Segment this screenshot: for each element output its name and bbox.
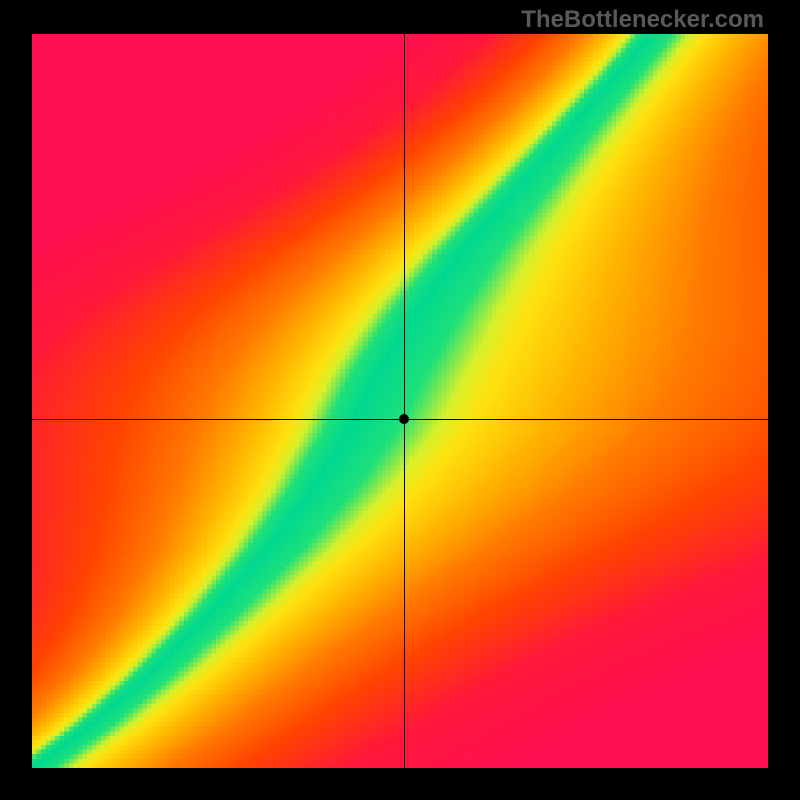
crosshair-vertical [404,34,405,768]
watermark-text: TheBottlenecker.com [521,6,764,34]
selection-marker [399,414,409,424]
bottleneck-heatmap [32,34,768,768]
